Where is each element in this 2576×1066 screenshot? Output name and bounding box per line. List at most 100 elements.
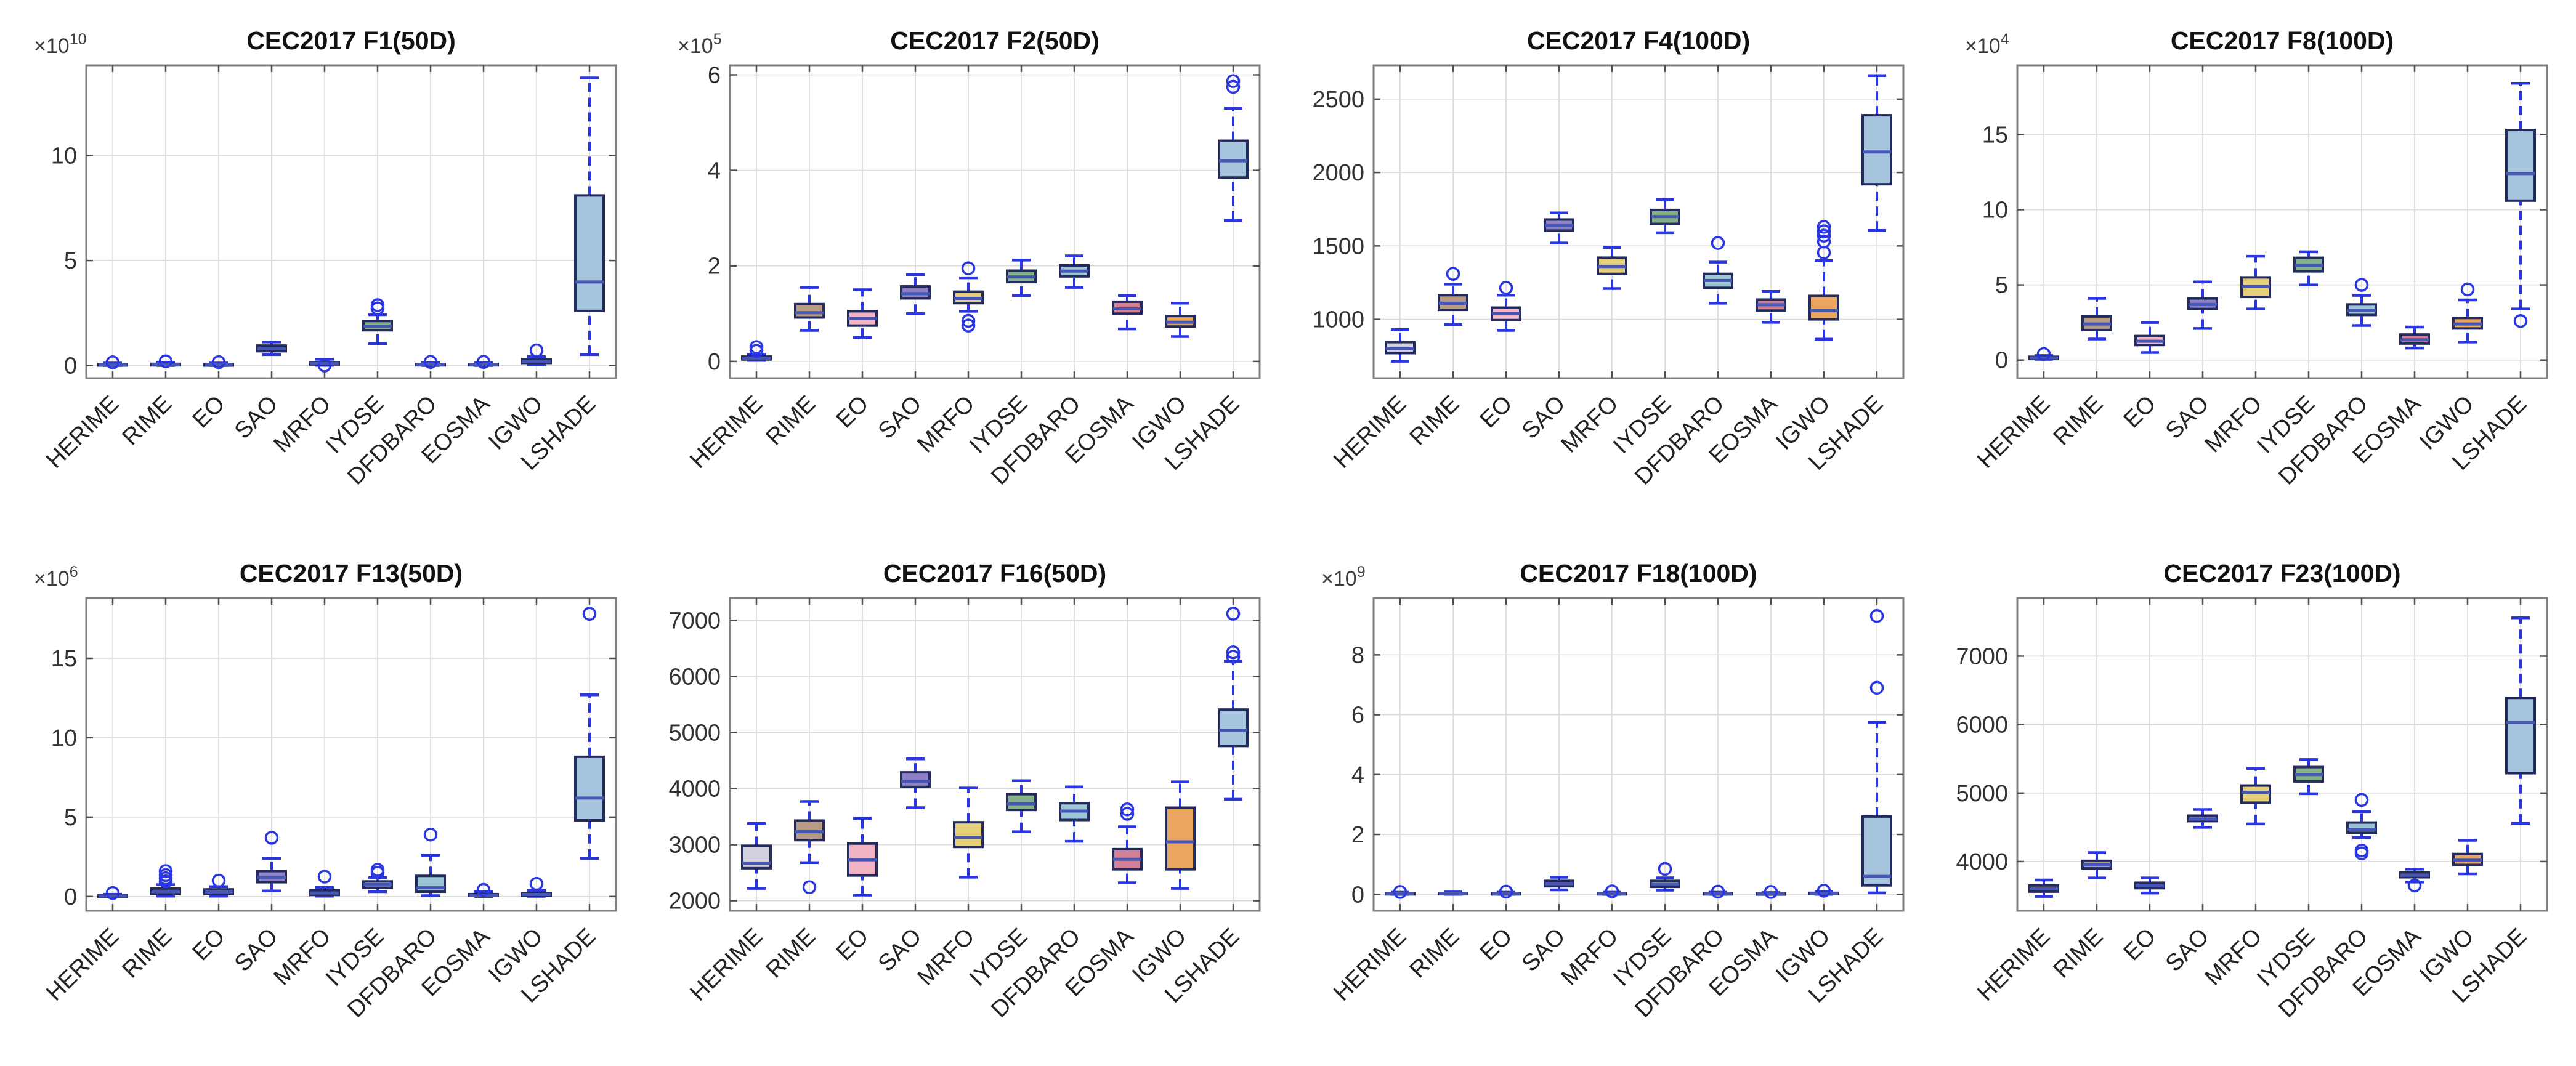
subplot-cec2017-f8-100d: ×104 CEC2017 F8(100D) 0 5 10 15 HERIME RIME EO… <box>1931 0 2575 533</box>
y-tick-label: 6000 <box>1956 713 2008 738</box>
box-group-herime <box>97 355 128 369</box>
boxplot-canvas-f16: CEC2017 F16(50D) 2000 3000 4000 5000 6000 700… <box>668 559 1261 1023</box>
boxplot-canvas-f4: CEC2017 F4(100D) 1000 1500 2000 2500 HERIMER… <box>1312 26 1905 490</box>
box-rect <box>1861 114 1892 186</box>
box-rect <box>2505 129 2536 202</box>
x-category-label: MRFO <box>913 924 980 991</box>
box-group-rime <box>1438 267 1468 326</box>
outlier-point <box>264 831 279 845</box>
outlier-point <box>961 318 976 333</box>
box-group-eosma <box>1112 294 1143 331</box>
y-tick-label: 15 <box>51 646 77 672</box>
box-group-sao <box>1544 876 1574 892</box>
axes-frame <box>729 64 1261 379</box>
box-group-herime <box>1385 885 1416 899</box>
box-series <box>2028 616 2536 898</box>
box-group-mrfo <box>1597 246 1627 290</box>
y-tick-label: 0 <box>64 353 77 379</box>
axes-frame <box>85 597 617 912</box>
y-tick-label: 0 <box>64 884 77 910</box>
box-group-herime <box>2028 878 2059 898</box>
x-category-label: RIME <box>1404 924 1464 983</box>
x-category-label: HERIME <box>1329 924 1411 1006</box>
box-group-igwo <box>1165 780 1196 890</box>
x-category-label: EO <box>832 924 874 966</box>
x-category-label: EO <box>2119 391 2161 434</box>
axis-ticks <box>1374 65 1903 378</box>
axis-ticks <box>86 65 616 378</box>
axis-ticks <box>2017 65 2547 378</box>
outlier-point <box>1499 281 1513 295</box>
y-tick-label: 4000 <box>1956 849 2008 875</box>
x-category-label: HERIME <box>1972 924 2055 1006</box>
x-category-label: MRFO <box>269 924 336 991</box>
axis-ticks <box>1374 598 1903 911</box>
axes-frame <box>2016 597 2548 912</box>
x-category-label: RIME <box>117 391 177 451</box>
y-tick-labels: 0 5 10 15 <box>1982 122 2008 373</box>
outlier-point <box>749 344 764 358</box>
box-group-rime <box>2081 851 2112 879</box>
y-tick-label: 2 <box>1351 822 1364 848</box>
x-category-label: RIME <box>2048 391 2108 451</box>
chart-title: CEC2017 F4(100D) <box>1527 26 1750 55</box>
outlier-point <box>1226 650 1241 664</box>
axis-ticks <box>2017 598 2547 911</box>
y-tick-label: 1500 <box>1312 233 1364 259</box>
x-category-label: EO <box>832 391 874 434</box>
box-rect <box>2346 821 2377 834</box>
box-group-iydse <box>362 863 393 894</box>
box-group-eo <box>203 355 234 369</box>
y-tick-labels: 0 5 10 <box>51 143 77 379</box>
chart-title: CEC2017 F1(50D) <box>246 26 456 55</box>
box-group-igwo <box>521 876 552 898</box>
outlier-point <box>1226 645 1241 660</box>
box-group-iydse <box>1006 259 1037 297</box>
box-group-eo <box>2134 876 2165 895</box>
box-group-iydse <box>2293 758 2324 796</box>
box-group-mrfo <box>309 870 340 898</box>
box-series <box>97 76 605 373</box>
box-group-eo <box>203 873 234 898</box>
subplot-cec2017-f18-100d: ×109 CEC2017 F18(100D) 0 2 4 6 8 HERIME RIME EO… <box>1287 533 1931 1065</box>
box-group-eosma <box>1756 290 1786 324</box>
subplot-cec2017-f13-50d: ×106 CEC2017 F13(50D) 0 5 10 15 HERIME RIME EO… <box>0 533 644 1065</box>
x-category-label: MRFO <box>1557 924 1624 991</box>
box-group-igwo <box>1808 220 1839 341</box>
box-series <box>741 74 1249 362</box>
outlier-point <box>2407 878 2422 893</box>
y-tick-label: 0 <box>708 349 721 375</box>
box-rect <box>1218 139 1249 179</box>
box-group-eosma <box>468 882 499 898</box>
box-rect <box>1808 294 1839 321</box>
x-category-label: EO <box>1475 391 1518 434</box>
x-category-label: RIME <box>1404 391 1464 451</box>
box-rect <box>2505 697 2536 775</box>
box-rect <box>900 771 931 788</box>
outlier-point <box>423 827 438 842</box>
box-rect <box>1006 793 1037 812</box>
subplot-cec2017-f4-100d: CEC2017 F4(100D) 1000 1500 2000 2500 HERIME R… <box>1287 0 1931 533</box>
box-group-dfdbaro <box>2346 793 2377 860</box>
box-group-mrfo <box>2240 767 2271 826</box>
box-series <box>741 607 1249 897</box>
y-tick-label: 7000 <box>668 608 721 634</box>
box-group-eosma <box>2399 325 2430 350</box>
y-tick-labels: 2000 3000 4000 5000 6000 7000 <box>668 608 721 914</box>
y-tick-label: 4000 <box>668 777 721 802</box>
box-group-sao <box>1544 211 1574 244</box>
box-group-dfdbaro <box>415 827 446 897</box>
y-tick-label: 6 <box>1351 703 1364 729</box>
y-tick-label: 3000 <box>668 833 721 858</box>
box-group-eosma <box>1112 802 1143 884</box>
box-group-iydse <box>362 298 393 345</box>
box-group-dfdbaro <box>1703 884 1733 899</box>
outlier-point <box>1817 224 1831 238</box>
box-group-lshade <box>574 607 605 860</box>
